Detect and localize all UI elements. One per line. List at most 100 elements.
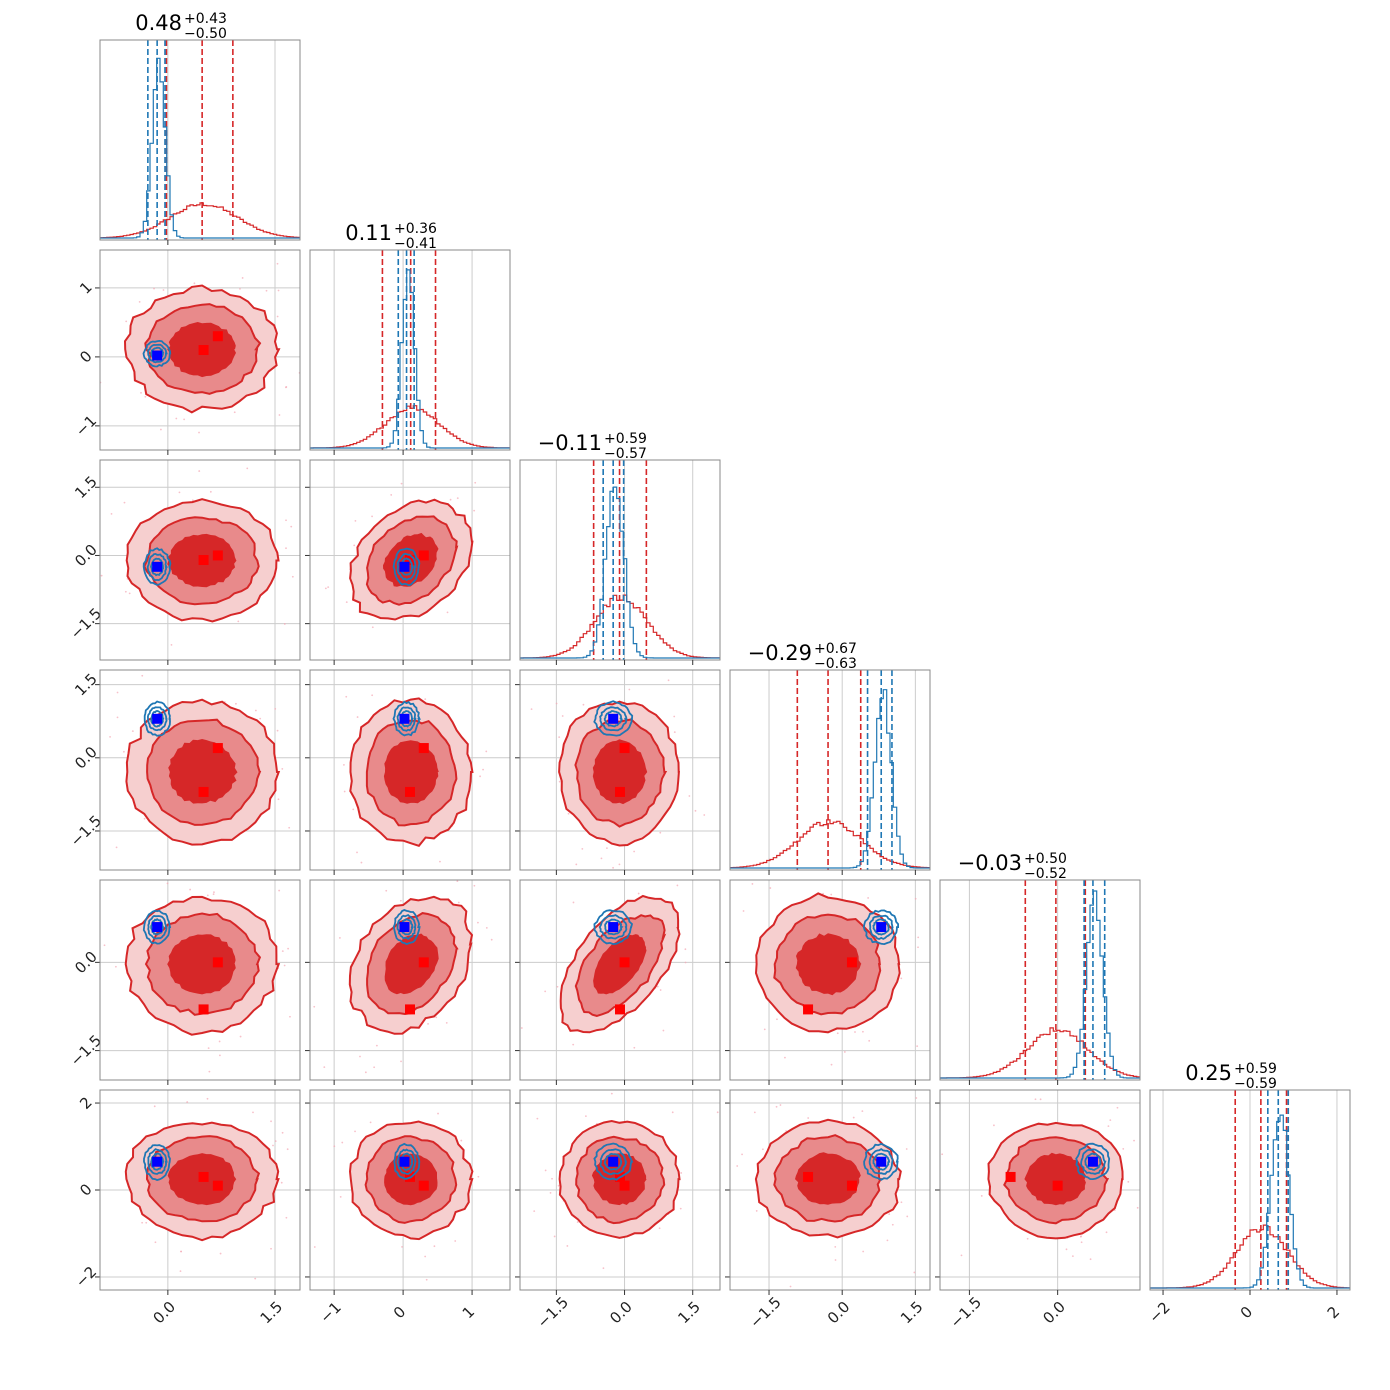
title-value: 0.25 (1185, 1061, 1232, 1085)
red-sample-point (280, 1181, 283, 1184)
red-sample-point (932, 925, 934, 927)
red-sample-point (186, 1101, 189, 1103)
panel-content (100, 262, 329, 434)
red-sample-point (143, 817, 146, 820)
red-sample-point (149, 694, 151, 696)
blue-contour-level-1 (593, 909, 634, 946)
red-sample-point (170, 643, 173, 646)
title-minus: −0.59 (1234, 1076, 1277, 1092)
red-sample-point (549, 1192, 552, 1194)
panel-content (343, 694, 488, 864)
red-sample-point (628, 688, 631, 691)
red-sample-point (327, 586, 330, 589)
red-sample-point (435, 1016, 438, 1019)
red-marker (405, 1004, 415, 1015)
panel-frame (309, 1089, 511, 1291)
red-sample-point (1034, 1098, 1037, 1101)
red-sample-point (356, 851, 358, 854)
red-sample-point (175, 417, 178, 420)
red-sample-point (485, 926, 488, 929)
red-sample-point (291, 575, 294, 578)
red-sample-point (369, 1121, 372, 1124)
red-sample-point (482, 768, 484, 771)
blue-contour-level-2 (598, 914, 628, 940)
red-sample-point (742, 910, 745, 912)
red-sample-point (122, 750, 125, 753)
red-sample-point (352, 808, 355, 811)
red-sample-point (175, 1081, 177, 1083)
red-sample-point (597, 1086, 599, 1088)
red-sample-point (283, 623, 286, 625)
red-sample-point (456, 880, 459, 883)
red-sample-point (676, 884, 679, 887)
x-tick-label: −1 (316, 1298, 344, 1326)
red-sample-point (582, 703, 585, 706)
red-sample-point (460, 1139, 463, 1142)
panel-frame (939, 879, 1141, 1081)
blue-contour-level-3 (604, 918, 624, 936)
red-marker (198, 1004, 209, 1015)
red-sample-point (212, 893, 215, 896)
panel-frame (309, 669, 511, 871)
red-sample-point (600, 857, 603, 860)
red-sample-point (327, 340, 329, 342)
red-sample-point (433, 1245, 436, 1248)
red-sample-point (359, 1055, 361, 1058)
red-histogram-line (940, 1027, 1140, 1079)
contour-panel-4-0: 0.0−1.5 (67, 879, 301, 1085)
red-sample-point (206, 1097, 209, 1100)
x-tick-label: −1.5 (746, 1293, 784, 1331)
title-plus: +0.43 (184, 11, 227, 27)
histogram-panel-5: 0.25 +0.59−0.59 −2 0 2 (1145, 1061, 1351, 1327)
red-sample-point (653, 833, 655, 835)
red-sample-point (699, 874, 701, 876)
x-tick-label: −1.5 (534, 1293, 572, 1331)
panel-content (103, 882, 291, 1083)
x-tick-label: 1 (459, 1303, 478, 1322)
red-sample-point (603, 871, 605, 873)
red-sample-point (1065, 1248, 1068, 1251)
blue-contour-level-1 (143, 700, 171, 737)
red-marker (198, 786, 209, 797)
red-sample-point (356, 716, 359, 718)
panel-frame (309, 249, 511, 451)
title-minus: −0.57 (604, 446, 647, 462)
red-sample-point (993, 1124, 995, 1127)
red-sample-point (400, 863, 402, 865)
red-sample-point (1026, 1237, 1029, 1240)
red-sample-point (254, 709, 257, 712)
red-contour-level-3 (384, 933, 439, 995)
red-sample-point (341, 1141, 344, 1144)
red-sample-point (400, 1060, 402, 1063)
red-sample-point (281, 767, 284, 770)
red-sample-point (445, 1021, 448, 1024)
y-tick-label: 0 (76, 347, 95, 366)
red-sample-point (456, 497, 459, 500)
red-sample-point (246, 467, 249, 470)
title-minus: −0.52 (1024, 866, 1067, 882)
red-marker (418, 550, 429, 561)
red-sample-point (109, 736, 111, 738)
red-sample-point (303, 776, 305, 778)
contour-panel-2-0: 1.50.0−1.5 (67, 459, 301, 696)
panel-frame (99, 669, 301, 871)
red-sample-point (373, 1066, 376, 1069)
red-sample-point (1107, 1125, 1110, 1128)
red-marker (212, 331, 223, 342)
y-tick-label: 0.0 (71, 948, 101, 978)
red-sample-point (252, 1111, 254, 1114)
red-sample-point (753, 1111, 756, 1114)
red-sample-point (338, 937, 341, 939)
red-sample-point (189, 888, 192, 891)
red-sample-point (125, 320, 128, 323)
red-marker (615, 1004, 625, 1015)
red-sample-point (906, 1215, 909, 1218)
red-sample-point (276, 262, 279, 265)
red-sample-point (530, 708, 533, 710)
red-sample-point (861, 1110, 864, 1112)
blue-contour-level-3 (872, 918, 890, 936)
red-sample-point (278, 414, 281, 416)
red-sample-point (1116, 1106, 1119, 1109)
red-sample-point (561, 715, 564, 717)
red-sample-point (400, 482, 403, 485)
